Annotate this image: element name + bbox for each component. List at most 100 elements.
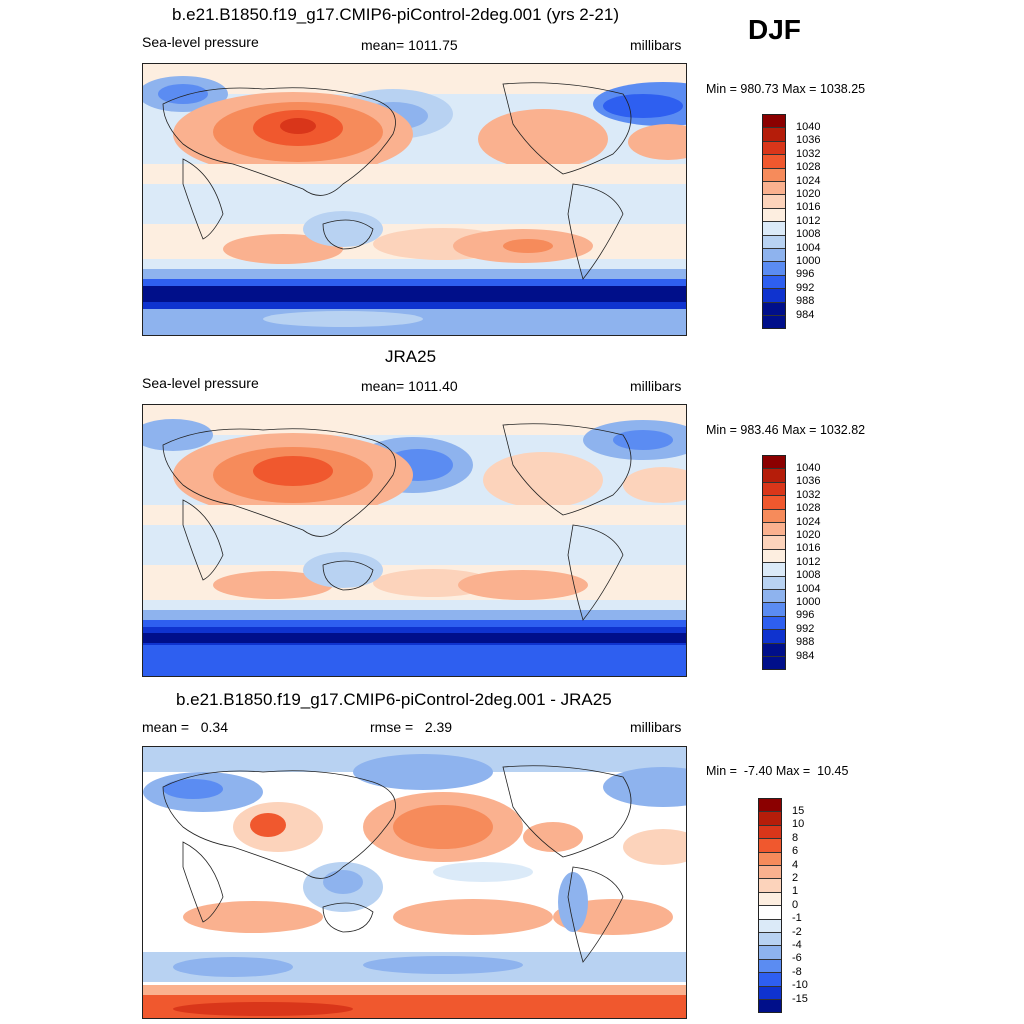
colorbar-label: 4 [792, 858, 799, 871]
colorbar-label: -2 [792, 925, 802, 938]
colorbar-label: 1032 [796, 488, 821, 501]
colorbar-swatch [762, 154, 786, 168]
panel-diff-rmse-label: rmse = 2.39 [370, 719, 453, 735]
colorbar-label: 1012 [796, 214, 821, 227]
colorbar-swatch [758, 865, 782, 879]
colorbar-label: 992 [796, 622, 815, 635]
colorbar-swatch [758, 985, 782, 999]
panel-obs-units-label: millibars [630, 378, 682, 394]
colorbar-swatch [762, 575, 786, 589]
colorbar-swatch [762, 315, 786, 329]
colorbar-swatch [762, 468, 786, 482]
colorbar-swatch [762, 194, 786, 208]
panel-obs-colorbar: 1040 1036 1032 1028 1024 1020 1016 1012 … [762, 455, 842, 671]
colorbar-swatch [762, 221, 786, 235]
panel-diff-map [142, 746, 687, 1019]
colorbar-swatch [762, 508, 786, 522]
colorbar-swatch [758, 905, 782, 919]
colorbar-label: 988 [796, 636, 815, 649]
colorbar-label: 1036 [796, 134, 821, 147]
colorbar-label: -1 [792, 912, 802, 925]
colorbar-label: 1008 [796, 569, 821, 582]
colorbar-swatch [758, 851, 782, 865]
colorbar-label: 1028 [796, 161, 821, 174]
colorbar-label: -15 [792, 992, 808, 1005]
colorbar-label: 1020 [796, 188, 821, 200]
colorbar-label: 996 [796, 268, 815, 281]
colorbar-swatch [762, 602, 786, 616]
colorbar-label: 15 [792, 805, 805, 817]
colorbar-label: 1032 [796, 147, 821, 160]
colorbar-swatch [758, 838, 782, 852]
colorbar-swatch [762, 548, 786, 563]
panel-obs-mean-label: mean= 1011.40 [361, 378, 458, 394]
colorbar-swatch [762, 495, 786, 509]
colorbar-label: 996 [796, 609, 815, 622]
colorbar-swatch [762, 167, 786, 181]
colorbar-label: 1016 [796, 201, 821, 214]
colorbar-frame [762, 114, 786, 329]
colorbar-label: 10 [792, 818, 805, 831]
colorbar-swatch [762, 656, 786, 670]
panel-model-variable-label: Sea-level pressure [142, 34, 259, 50]
colorbar-swatch [762, 261, 786, 275]
panel-obs-map-field [143, 405, 686, 676]
colorbar-label: 1040 [796, 462, 821, 474]
colorbar-label: 1000 [796, 255, 821, 267]
colorbar-label: 8 [792, 831, 799, 844]
colorbar-label: 1004 [796, 582, 821, 595]
colorbar-label: -8 [792, 965, 802, 978]
colorbar-label: 988 [796, 295, 815, 308]
colorbar-label: 1028 [796, 502, 821, 515]
colorbar-swatch [762, 629, 786, 643]
colorbar-frame [758, 798, 782, 1013]
colorbar-label: 1016 [796, 542, 821, 555]
colorbar-swatch [758, 945, 782, 959]
colorbar-label: 1 [792, 885, 799, 898]
colorbar-swatch [762, 207, 786, 222]
colorbar-swatch [762, 535, 786, 549]
colorbar-swatch [758, 972, 782, 986]
colorbar-swatch [758, 891, 782, 906]
panel-diff-title: b.e21.B1850.f19_g17.CMIP6-piControl-2deg… [176, 690, 612, 709]
colorbar-swatch [762, 301, 786, 315]
colorbar-label: 1024 [796, 174, 821, 187]
colorbar-swatch [762, 562, 786, 576]
colorbar-label: 1000 [796, 596, 821, 608]
colorbar-label: -6 [792, 952, 802, 965]
panel-diff-mean-label: mean = 0.34 [142, 719, 229, 735]
panel-model-minmax: Min = 980.73 Max = 1038.25 [706, 82, 866, 96]
colorbar-swatch [762, 288, 786, 302]
colorbar-swatch [758, 932, 782, 946]
panel-model-title: b.e21.B1850.f19_g17.CMIP6-piControl-2deg… [172, 5, 619, 24]
panel-obs-map [142, 404, 687, 677]
colorbar-label: 1036 [796, 475, 821, 488]
colorbar-label: -4 [792, 939, 802, 951]
colorbar-label: 1040 [796, 121, 821, 133]
panel-obs-variable-label: Sea-level pressure [142, 375, 259, 391]
colorbar-swatch [762, 589, 786, 603]
colorbar-swatch [758, 958, 782, 973]
colorbar-label: 992 [796, 281, 815, 294]
panel-model-mean-label: mean= 1011.75 [361, 37, 458, 53]
colorbar-swatch [762, 522, 786, 536]
colorbar-swatch [758, 824, 782, 839]
panel-obs-title: JRA25 [385, 347, 437, 366]
colorbar-label: 984 [796, 649, 815, 662]
colorbar-swatch [762, 615, 786, 630]
colorbar-label: 2 [792, 872, 799, 884]
panel-model-map-field [143, 64, 686, 335]
colorbar-label: 1024 [796, 515, 821, 528]
colorbar-label: -10 [792, 979, 808, 992]
colorbar-frame [762, 455, 786, 670]
colorbar-label: 984 [796, 308, 815, 321]
colorbar-swatch [762, 642, 786, 656]
season-label: DJF [748, 14, 801, 45]
colorbar-label: 1004 [796, 241, 821, 254]
colorbar-swatch [758, 811, 782, 825]
panel-model-units-label: millibars [630, 37, 682, 53]
colorbar-label: 1020 [796, 529, 821, 541]
colorbar-label: 6 [792, 845, 799, 858]
colorbar-swatch [762, 234, 786, 248]
colorbar-label: 0 [792, 898, 799, 911]
